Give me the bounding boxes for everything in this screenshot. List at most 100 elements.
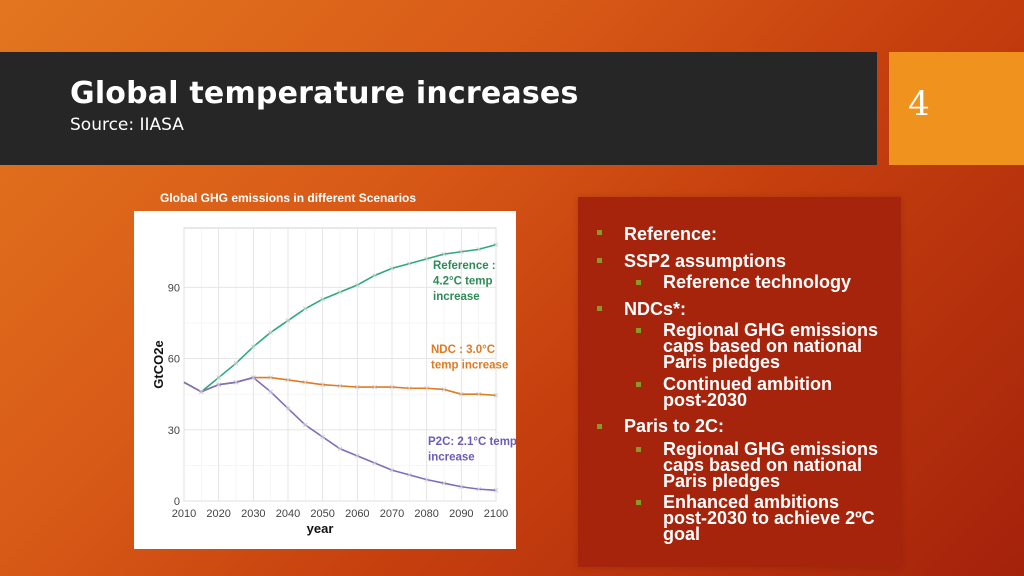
data-point	[303, 422, 308, 428]
series-annotation: increase	[433, 291, 480, 303]
bullet-marker	[636, 500, 641, 505]
x-tick-label: 2010	[172, 508, 196, 520]
bullet-enhanced-ambitions: Enhanced ambitions post-2030 to achieve …	[663, 492, 875, 544]
x-tick-label: 2020	[206, 508, 230, 520]
data-point	[233, 361, 239, 366]
data-point	[459, 249, 464, 255]
data-point	[216, 375, 221, 380]
x-tick-label: 2040	[276, 508, 300, 520]
data-point	[407, 261, 412, 266]
y-tick-label: 90	[168, 282, 180, 294]
bullet-line: post-2030	[663, 390, 748, 410]
y-axis-label: GtCO2e	[151, 340, 166, 388]
bullet-reference-technology: Reference technology	[663, 272, 852, 292]
bullet-line: Paris pledges	[663, 352, 781, 372]
data-point	[337, 446, 343, 452]
x-tick-label: 2080	[414, 508, 438, 520]
x-tick-label: 2030	[241, 508, 265, 520]
bullet-line: goal	[663, 524, 701, 544]
bullet-ssp2: SSP2 assumptions	[624, 251, 787, 271]
bullet-reference: Reference:	[624, 224, 718, 244]
bullet-line: post-2030 to achieve 2ºC	[663, 508, 875, 528]
bullet-marker	[636, 328, 641, 333]
data-point	[493, 242, 499, 247]
bullet-marker	[597, 258, 602, 263]
data-point	[372, 384, 377, 390]
bullet-ndc-caps: Regional GHG emissions caps based on nat…	[663, 320, 879, 372]
data-point	[441, 251, 447, 257]
data-point	[285, 377, 291, 383]
data-point	[476, 247, 481, 252]
series-annotation: 4.2°C temp	[433, 276, 493, 288]
data-point	[233, 380, 239, 385]
bullet-marker	[636, 382, 641, 387]
y-tick-label: 30	[168, 425, 180, 437]
bullet-ndcs: NDCs*:	[624, 299, 687, 319]
bullet-paris-caps: Regional GHG emissions caps based on nat…	[663, 439, 879, 491]
data-point	[320, 382, 325, 387]
bullet-line: caps based on national	[663, 455, 863, 475]
data-point	[337, 383, 343, 389]
page-number: 4	[908, 84, 930, 124]
y-tick-label: 60	[168, 354, 180, 366]
data-point	[424, 477, 429, 482]
bullet-line: Paris pledges	[663, 471, 781, 491]
data-point	[199, 389, 204, 395]
data-point	[355, 384, 360, 390]
data-point	[389, 467, 395, 473]
x-tick-label: 2070	[380, 508, 404, 520]
data-point	[285, 406, 291, 411]
data-point	[251, 375, 256, 380]
bullet-line: Enhanced ambitions	[663, 492, 840, 512]
series-annotation: NDC : 3.0°C	[431, 344, 495, 356]
bullet-line: caps based on national	[663, 336, 863, 356]
bullet-marker	[597, 306, 602, 311]
series-annotation: increase	[428, 452, 475, 464]
bullet-line: Regional GHG emissions	[663, 439, 879, 459]
chart-panel: 2010 2020 2030 2040 2050 2060 2070 2080 2090 2100…	[134, 211, 517, 549]
data-point	[441, 480, 447, 486]
slide-subtitle: Source: IIASA	[70, 115, 184, 135]
series-annotation: Reference :	[433, 260, 496, 272]
data-point	[320, 296, 325, 302]
data-point	[268, 330, 273, 335]
bullet-paris-2c: Paris to 2C:	[624, 416, 725, 436]
data-point	[372, 273, 377, 278]
data-point	[268, 389, 273, 395]
data-point	[407, 472, 412, 478]
data-point	[216, 382, 221, 387]
bullet-marker	[636, 447, 641, 452]
data-point	[424, 385, 429, 391]
y-tick-label: 0	[174, 496, 180, 508]
data-point	[459, 484, 464, 490]
title-band	[0, 52, 877, 165]
data-point	[285, 318, 291, 323]
series-annotation: temp increase	[431, 360, 508, 372]
data-point	[407, 385, 412, 391]
data-point	[389, 384, 395, 390]
data-point	[493, 488, 499, 493]
data-point	[459, 391, 464, 397]
data-point	[441, 387, 447, 392]
bullet-marker	[597, 424, 602, 429]
emissions-line-chart: 2010 2020 2030 2040 2050 2060 2070 2080 2090 2100…	[151, 227, 517, 536]
data-point	[355, 453, 360, 459]
series-annotation: P2C: 2.1°C temp	[428, 436, 516, 448]
data-point	[493, 393, 499, 398]
data-point	[303, 306, 308, 311]
bullet-line: Regional GHG emissions	[663, 320, 879, 340]
data-point	[320, 434, 325, 440]
data-point	[337, 289, 343, 295]
bullet-marker	[597, 230, 602, 235]
x-axis-label: year	[307, 521, 334, 536]
data-point	[303, 380, 308, 385]
data-point	[355, 282, 360, 288]
x-tick-label: 2090	[449, 508, 473, 520]
x-tick-label: 2060	[345, 508, 369, 520]
x-tick-label: 2100	[484, 508, 508, 520]
bullet-marker	[636, 280, 641, 285]
data-point	[476, 486, 481, 492]
data-point	[251, 344, 256, 349]
slide-title: Global temperature increases	[70, 76, 579, 111]
chart-caption: Global GHG emissions in different Scenar…	[160, 191, 417, 205]
